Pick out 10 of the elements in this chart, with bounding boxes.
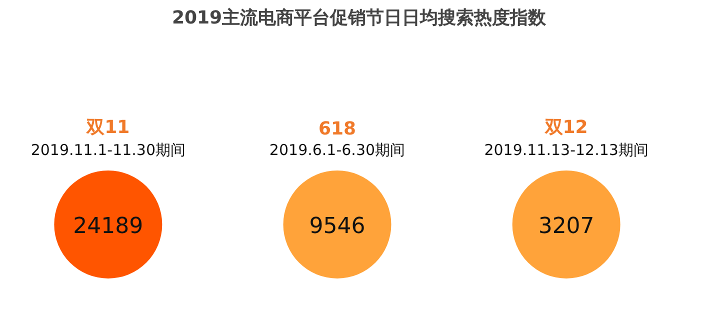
data-label: 9546 — [309, 214, 366, 239]
category-label: 618 — [318, 118, 356, 140]
category-label: 双11 — [86, 117, 130, 138]
text: 2019.11.13-12.13期间 — [484, 141, 648, 160]
category-label: 双12 — [544, 117, 588, 138]
data-label: 3207 — [538, 214, 594, 239]
data-label: 24189 — [73, 214, 144, 239]
text: 2019.11.1-11.30期间 — [30, 141, 186, 160]
text: 2019主流电商平台促销节日日均搜索热度指数 — [172, 8, 548, 28]
text: 2019.6.1-6.30期间 — [269, 141, 406, 160]
